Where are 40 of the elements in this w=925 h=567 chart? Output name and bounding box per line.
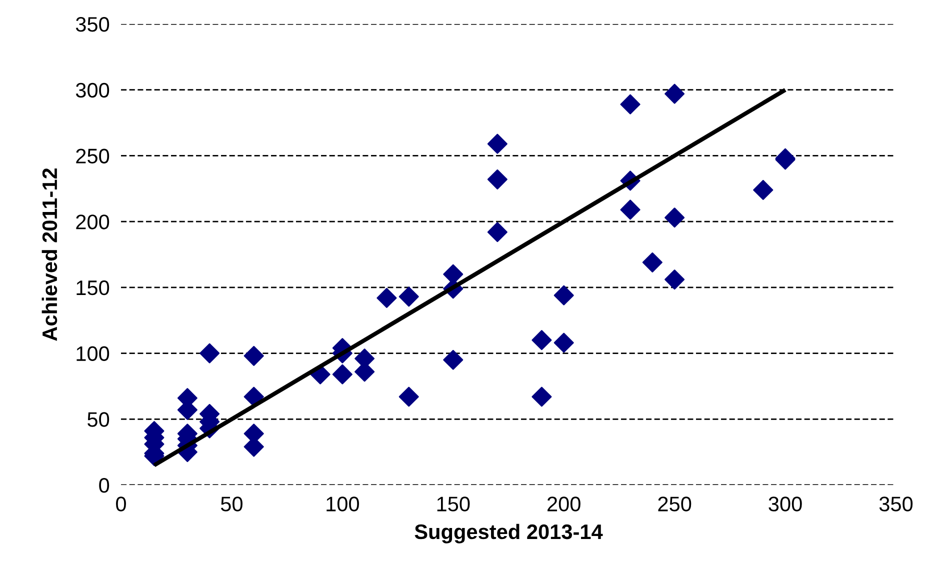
y-axis-title: Achieved 2011-12	[42, 168, 58, 341]
point	[487, 134, 508, 154]
x-tick-label: 150	[437, 496, 470, 512]
x-tick-label: 100	[326, 496, 359, 512]
point	[487, 169, 508, 190]
point	[398, 286, 419, 307]
point	[244, 346, 264, 366]
y-tick-label: 350	[76, 17, 110, 32]
y-tick-label: 150	[76, 280, 110, 296]
point	[554, 332, 574, 353]
point	[332, 364, 352, 384]
point	[664, 270, 685, 290]
x-tick-label: 200	[548, 496, 580, 512]
point	[642, 252, 662, 272]
y-tick-label: 100	[76, 346, 110, 362]
point	[376, 288, 397, 308]
x-axis-title: Suggested 2013-14	[414, 524, 603, 544]
y-tick-label: 250	[76, 148, 110, 164]
y-tick-label: 300	[76, 82, 110, 98]
point	[554, 285, 574, 306]
point	[532, 330, 552, 350]
point	[753, 180, 774, 200]
point	[620, 94, 640, 114]
point	[532, 386, 552, 407]
point	[443, 350, 464, 370]
x-tick-label: 250	[658, 496, 692, 512]
point	[398, 386, 419, 407]
x-tick-label: 0	[116, 496, 126, 512]
y-tick-label: 50	[88, 412, 110, 427]
x-tick-label: 350	[879, 496, 913, 512]
x-tick-label: 300	[768, 496, 802, 512]
x-tick-label: 50	[220, 496, 242, 512]
point	[620, 200, 640, 220]
point	[487, 222, 508, 242]
y-tick-label: 200	[76, 214, 110, 230]
point	[244, 386, 264, 407]
point	[664, 84, 685, 104]
y-tick-label: 0	[99, 478, 110, 493]
point	[664, 208, 685, 228]
point	[200, 343, 220, 364]
